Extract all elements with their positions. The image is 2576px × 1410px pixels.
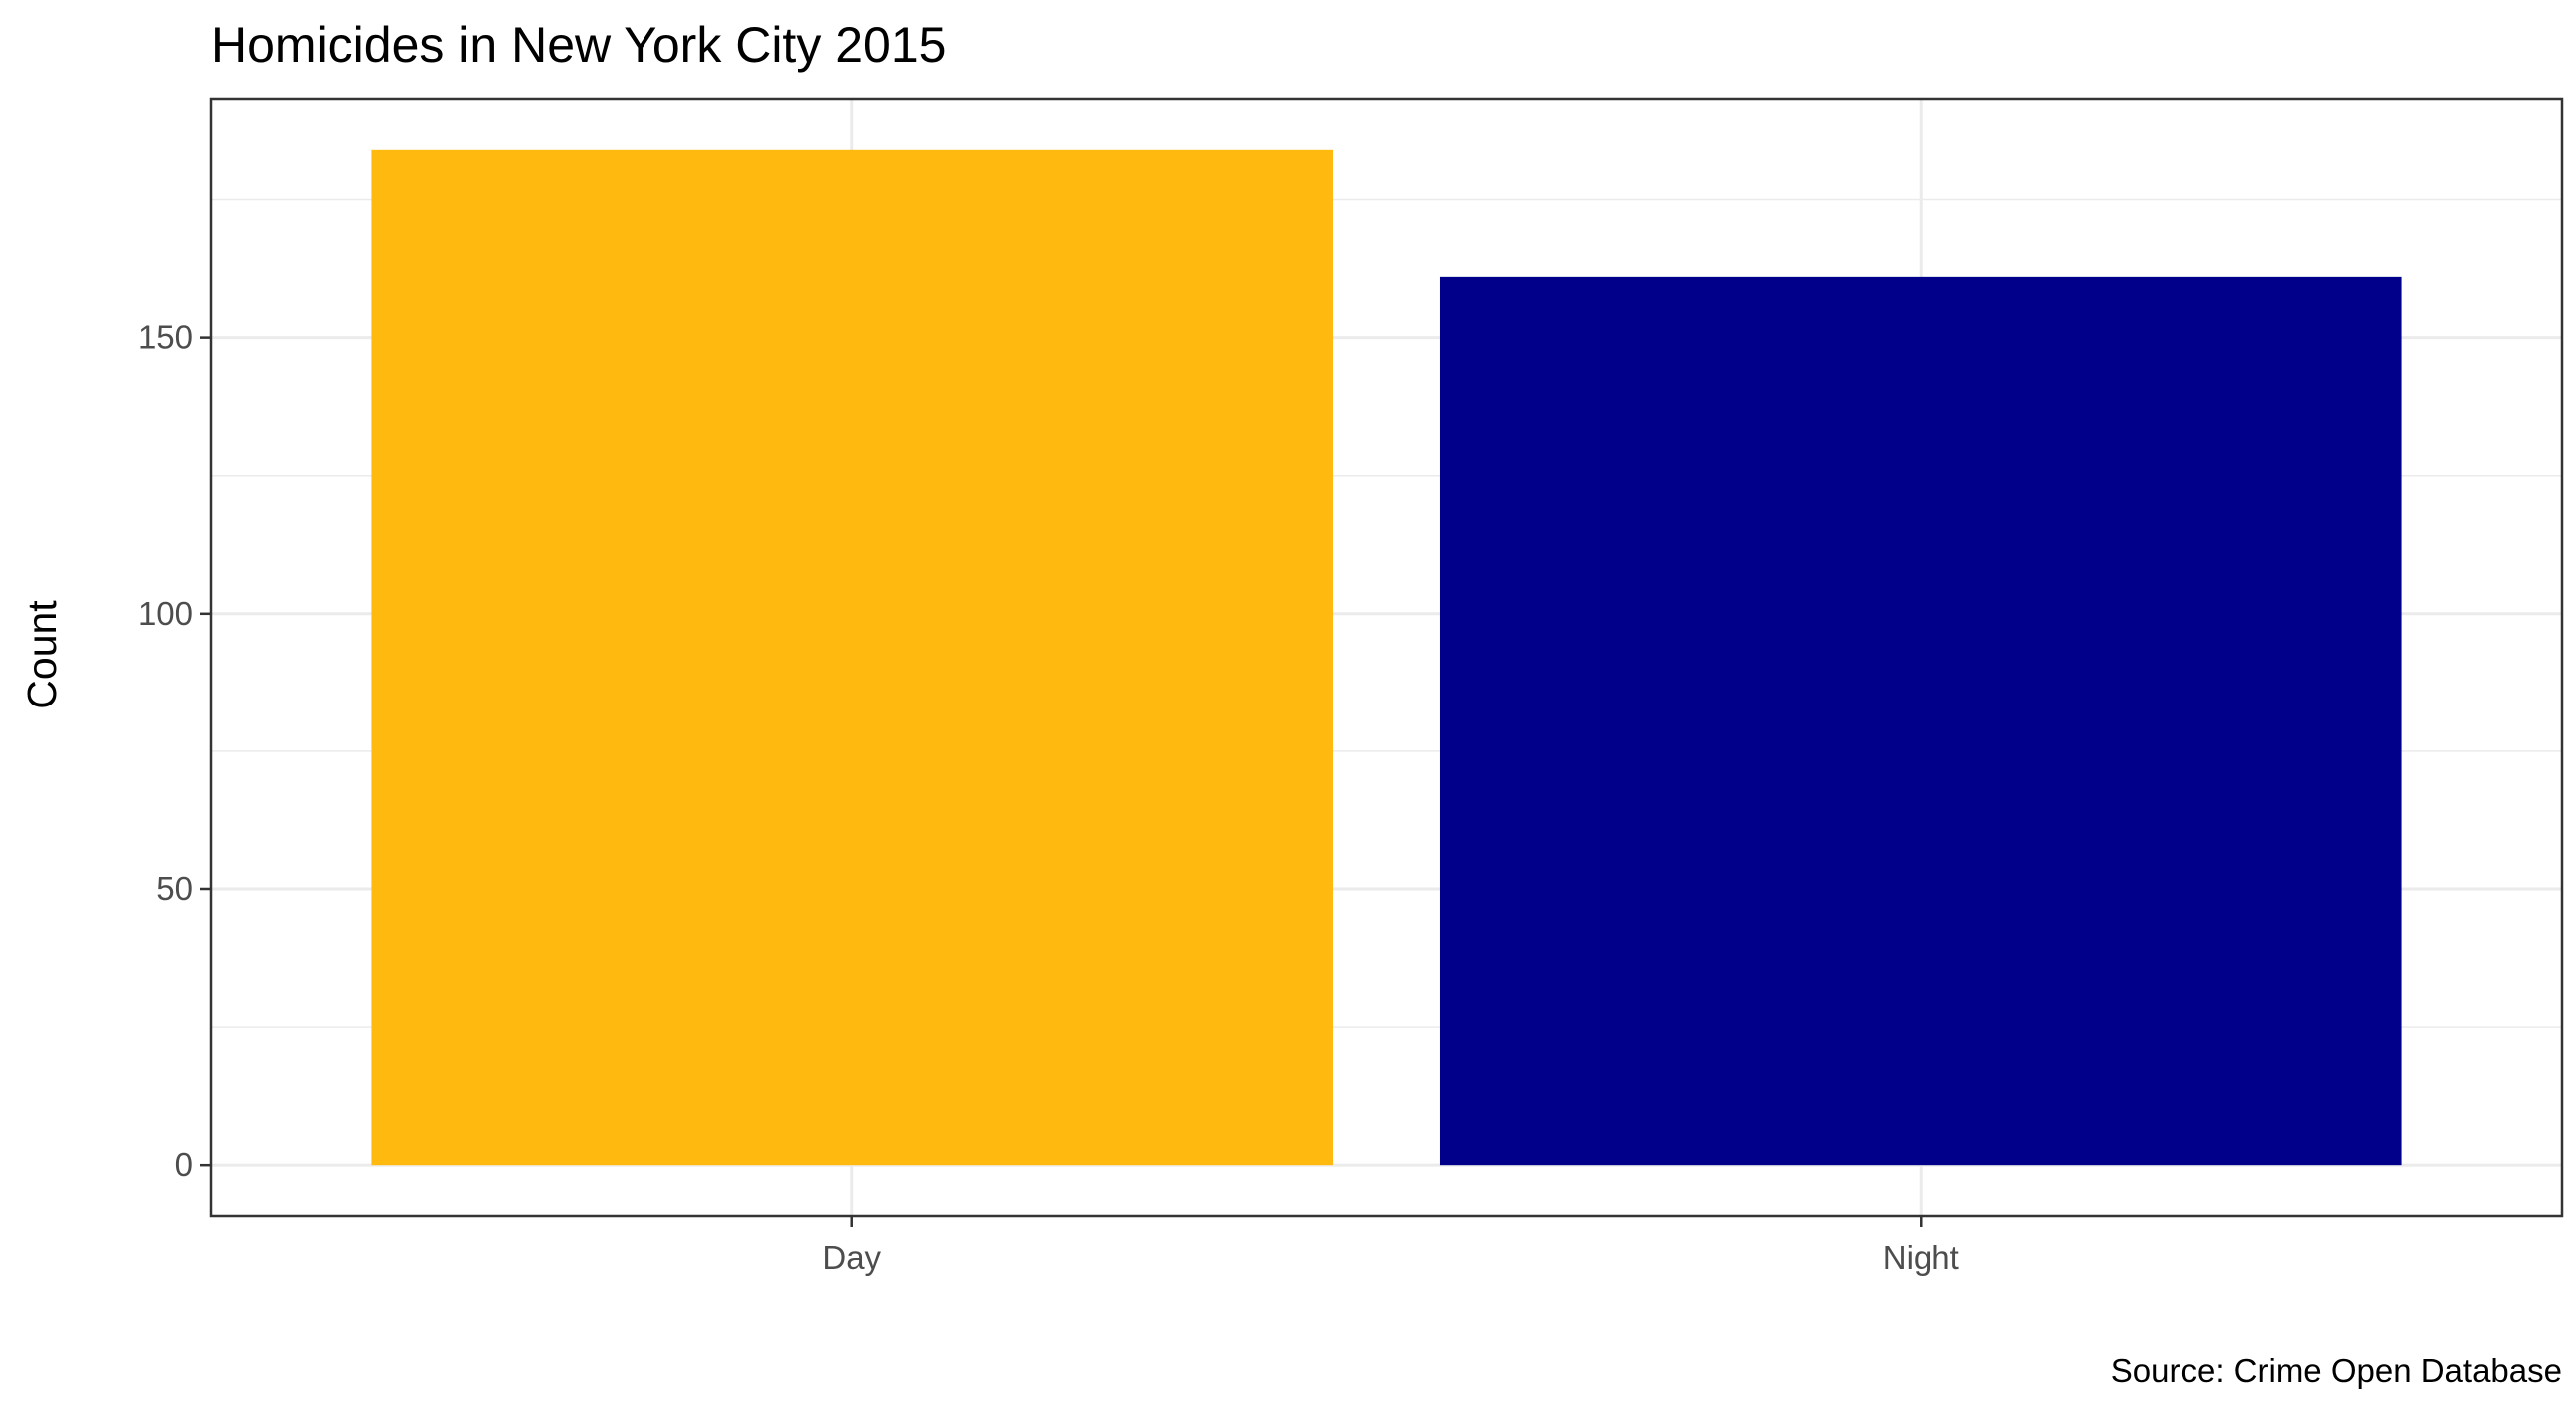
plot-border <box>209 97 2564 1218</box>
plot-area: 0 50 100 150 Day Night <box>138 97 2564 1276</box>
x-tick-label: Day <box>822 1239 881 1276</box>
bar-night <box>1439 276 2402 1166</box>
x-tick-label: Night <box>1883 1239 1959 1276</box>
y-tick-label: 50 <box>156 870 193 907</box>
chart-title: Homicides in New York City 2015 <box>211 17 946 73</box>
y-axis-label: Count <box>19 600 65 709</box>
y-tick-label: 0 <box>175 1146 193 1183</box>
y-tick-label: 100 <box>138 595 193 632</box>
y-tick-label: 150 <box>138 319 193 356</box>
chart-caption: Source: Crime Open Database <box>2111 1352 2562 1389</box>
bar-day <box>371 149 1334 1166</box>
